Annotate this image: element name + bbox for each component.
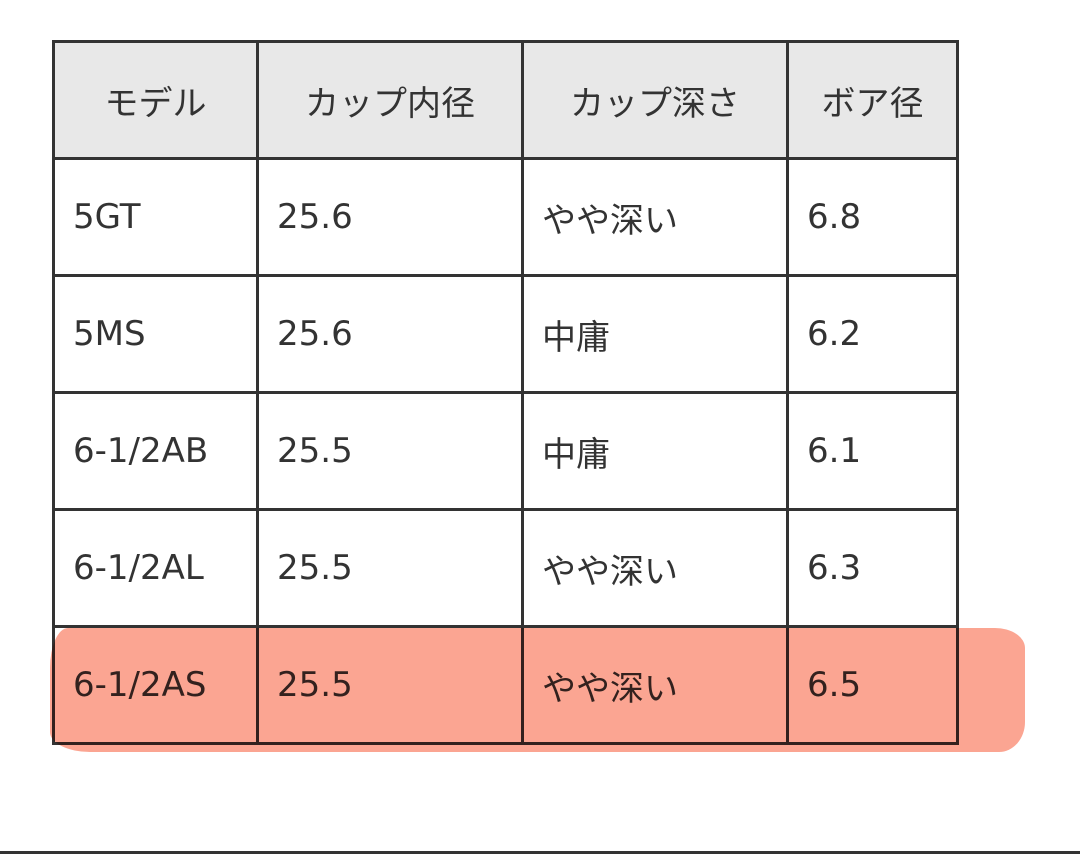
header-cup-diameter: カップ内径 — [256, 40, 524, 160]
highlight-marker — [50, 628, 1025, 752]
bore-cell: 6.2 — [786, 274, 959, 394]
cup-diameter-cell: 25.6 — [256, 274, 524, 394]
cup-depth-cell: やや深い — [521, 157, 789, 277]
table-row: 6-1/2AL 25.5 やや深い 6.3 — [52, 508, 959, 628]
model-cell: 5GT — [52, 157, 259, 277]
cup-diameter-cell: 25.6 — [256, 157, 524, 277]
cup-depth-cell: 中庸 — [521, 391, 789, 511]
header-bore: ボア径 — [786, 40, 959, 160]
divider — [0, 851, 1080, 854]
cup-diameter-cell: 25.5 — [256, 508, 524, 628]
header-model: モデル — [52, 40, 259, 160]
bore-cell: 6.1 — [786, 391, 959, 511]
table-row: 6-1/2AB 25.5 中庸 6.1 — [52, 391, 959, 511]
cup-depth-cell: やや深い — [521, 508, 789, 628]
cup-diameter-cell: 25.5 — [256, 391, 524, 511]
model-cell: 6-1/2AB — [52, 391, 259, 511]
header-row: モデル カップ内径 カップ深さ ボア径 — [52, 40, 959, 160]
model-cell: 6-1/2AL — [52, 508, 259, 628]
cup-depth-cell: 中庸 — [521, 274, 789, 394]
table-row: 5MS 25.6 中庸 6.2 — [52, 274, 959, 394]
bore-cell: 6.8 — [786, 157, 959, 277]
table-row: 5GT 25.6 やや深い 6.8 — [52, 157, 959, 277]
header-cup-depth: カップ深さ — [521, 40, 789, 160]
model-cell: 5MS — [52, 274, 259, 394]
bore-cell: 6.3 — [786, 508, 959, 628]
